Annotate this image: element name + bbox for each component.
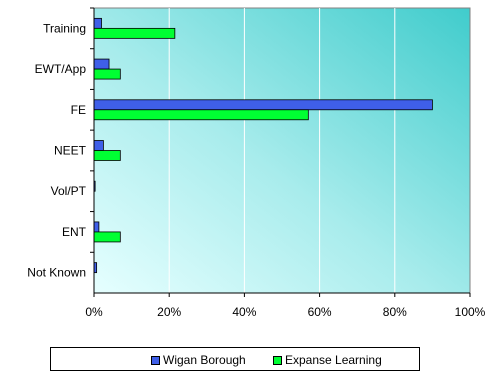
x-tick-label: 40% xyxy=(232,305,256,319)
bar-wigan xyxy=(93,58,110,70)
x-tick-label: 100% xyxy=(455,305,486,319)
y-tick-label: ENT xyxy=(62,225,87,239)
bar-wigan xyxy=(93,99,433,111)
legend-label-wigan: Wigan Borough xyxy=(163,353,246,367)
y-tick-label: FE xyxy=(71,103,86,117)
y-axis-ticks: Training EWT/App FE NEET Vol/PT ENT Not Known xyxy=(27,7,94,280)
legend: Wigan Borough Expanse Learning xyxy=(50,347,420,371)
x-tick-label: 60% xyxy=(308,305,332,319)
x-tick-label: 20% xyxy=(157,305,181,319)
bar-expanse xyxy=(93,150,121,161)
bar-expanse xyxy=(93,231,121,243)
bar-wigan xyxy=(93,221,100,233)
legend-swatch-wigan xyxy=(151,356,160,365)
x-tick-label: 80% xyxy=(383,305,407,319)
bar-wigan xyxy=(93,140,104,151)
plot-area xyxy=(93,7,471,294)
y-tick-label: Not Known xyxy=(27,266,86,280)
y-tick-label: Training xyxy=(43,21,86,35)
y-tick-label: EWT/App xyxy=(35,62,87,76)
legend-swatch-expanse xyxy=(273,356,282,365)
bar-expanse xyxy=(93,109,309,121)
y-tick-label: NEET xyxy=(54,144,87,158)
bar-expanse xyxy=(93,68,121,80)
x-axis-ticks: 0% 20% 40% 60% 80% 100% xyxy=(85,293,486,319)
bar-expanse xyxy=(93,27,176,39)
legend-label-expanse: Expanse Learning xyxy=(285,353,382,367)
gridlines xyxy=(168,8,396,293)
x-tick-label: 0% xyxy=(85,305,103,319)
bar-wigan xyxy=(93,17,102,29)
y-tick-label: Vol/PT xyxy=(51,184,87,198)
